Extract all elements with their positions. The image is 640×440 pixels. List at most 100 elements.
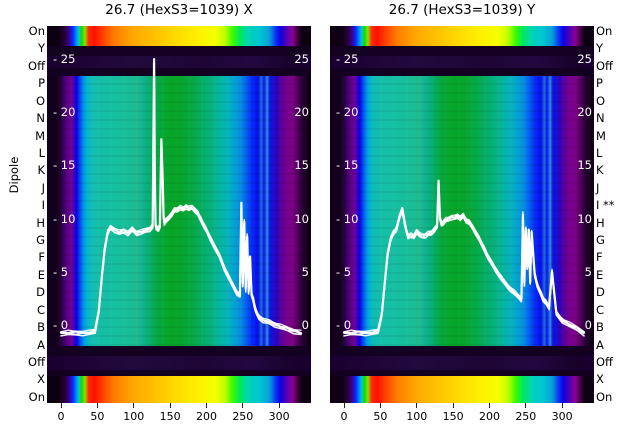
gutter-band-y-2: [330, 56, 594, 68]
x-tick-mark: [452, 403, 454, 408]
x-tick-right-6: 300: [547, 403, 577, 423]
spectrum-strip-y-0: [330, 26, 594, 46]
gutter-inner: [344, 56, 584, 68]
inner-y-tick-left-y-4: - 5: [336, 264, 352, 279]
category-label-left-4: O: [35, 93, 45, 108]
inner-y-tick-right-x-3: 10: [294, 211, 309, 226]
inner-y-tick-left-x-4: - 5: [53, 264, 69, 279]
inner-y-tick-left-y-5: - 0: [336, 318, 352, 332]
spectrum-strip-x-0: [47, 26, 311, 46]
category-label-left-14: E: [37, 267, 45, 282]
gutter-inner: [61, 56, 301, 68]
category-label-right-19: Off: [596, 355, 613, 370]
category-label-left-8: K: [37, 163, 45, 178]
x-tick-label: 50: [373, 410, 388, 423]
x-tick-left-3: 150: [155, 403, 185, 423]
x-tick-label: 250: [232, 410, 254, 423]
x-tick-right-3: 150: [438, 403, 468, 423]
x-tick-mark: [133, 403, 135, 408]
category-label-right-9: J: [596, 180, 600, 195]
spectrum-strip-inner: [344, 26, 584, 46]
x-tick-label: 0: [340, 410, 348, 423]
category-label-left-16: C: [36, 302, 45, 317]
category-label-right-14: E: [596, 267, 604, 282]
category-label-right-6: M: [596, 128, 606, 143]
category-label-right-15: D: [596, 285, 605, 300]
heatmap-panel-x[interactable]: - 25 25 - 20 20 - 15 15 - 10 10 - 5 5 - 0 0: [47, 26, 311, 403]
x-tick-mark: [343, 403, 345, 408]
dark-band-y-3: [330, 68, 594, 76]
category-label-right-17: B: [596, 320, 604, 335]
inner-y-tick-right-y-4: 5: [584, 264, 592, 279]
category-label-left-9: J: [41, 180, 45, 195]
heatmap-texture-columns: [330, 76, 594, 346]
inner-y-tick-left-y-1: - 20: [336, 105, 359, 120]
panel-title-x: 26.7 (HexS3=1039) X: [105, 2, 253, 18]
dark-band-x-7: [47, 370, 311, 376]
x-tick-label: 150: [442, 410, 464, 423]
category-label-left-2: Off: [28, 58, 45, 73]
x-tick-left-6: 300: [264, 403, 294, 423]
cool-band-y-4: [330, 76, 594, 346]
x-tick-label: 0: [57, 410, 65, 423]
dark-band-y-1: [330, 46, 594, 56]
x-tick-left-5: 250: [228, 403, 258, 423]
inner-y-tick-left-x-5: - 0: [53, 318, 69, 332]
category-label-right-2: Off: [596, 58, 613, 73]
category-label-left-20: X: [37, 372, 45, 387]
cool-band-x-4: [47, 76, 311, 346]
spectrum-strip-x-8: [47, 376, 311, 403]
dark-band-x-3: [47, 68, 311, 76]
category-label-right-11: H: [596, 215, 605, 230]
category-label-left-11: H: [36, 215, 45, 230]
spectrum-strip-inner: [344, 376, 584, 403]
x-tick-label: 150: [159, 410, 181, 423]
category-label-right-8: K: [596, 163, 604, 178]
gutter-band-y-6: [330, 356, 594, 370]
x-tick-mark: [561, 403, 563, 408]
category-label-left-6: M: [35, 128, 45, 143]
x-tick-label: 300: [268, 410, 290, 423]
gutter-band-x-2: [47, 56, 311, 68]
category-label-right-20: X: [596, 372, 604, 387]
spectrum-strip-y-8: [330, 376, 594, 403]
inner-y-tick-left-y-3: - 10: [336, 211, 359, 226]
x-axis-right: 0 50 100 150 200 250 300: [330, 403, 594, 437]
category-label-right-4: O: [596, 93, 606, 108]
category-label-left-18: A: [37, 337, 45, 352]
x-tick-right-1: 50: [365, 403, 395, 423]
category-label-left-17: B: [37, 320, 45, 335]
category-label-left-21: On: [28, 389, 45, 404]
inner-y-tick-left-y-2: - 15: [336, 158, 359, 173]
dark-band-y-7: [330, 370, 594, 376]
category-label-left-13: F: [38, 250, 45, 265]
x-tick-left-0: 0: [46, 403, 76, 423]
category-label-right-18: A: [596, 337, 604, 352]
heatmap-panel-y[interactable]: - 25 25 - 20 20 - 15 15 - 10 10 - 5 5 - 0 0: [330, 26, 594, 403]
category-label-right-5: N: [596, 111, 605, 126]
category-label-right-16: C: [596, 302, 605, 317]
category-label-right-0: On: [596, 24, 613, 38]
x-axis-left: 0 50 100 150 200 250 300: [47, 403, 311, 437]
category-label-right-7: L: [596, 145, 603, 160]
inner-y-tick-right-y-5: 0: [584, 318, 592, 332]
x-tick-right-2: 100: [402, 403, 432, 423]
category-label-right-13: F: [596, 250, 603, 265]
heatmap-texture-columns: [47, 76, 311, 346]
inner-y-tick-right-x-0: 25: [294, 52, 309, 66]
x-tick-label: 250: [515, 410, 537, 423]
category-label-left-12: G: [36, 233, 45, 248]
category-label-left-19: Off: [28, 355, 45, 370]
x-tick-left-2: 100: [119, 403, 149, 423]
spectrum-strip-inner: [61, 26, 301, 46]
x-tick-mark: [416, 403, 418, 408]
x-tick-mark: [242, 403, 244, 408]
dark-band-x-1: [47, 46, 311, 56]
x-tick-mark: [525, 403, 527, 408]
category-label-right-12: G: [596, 233, 605, 248]
inner-y-tick-right-y-0: 25: [577, 52, 592, 66]
category-label-left-5: N: [36, 111, 45, 126]
x-tick-mark: [205, 403, 207, 408]
inner-y-tick-left-x-2: - 15: [53, 158, 76, 173]
